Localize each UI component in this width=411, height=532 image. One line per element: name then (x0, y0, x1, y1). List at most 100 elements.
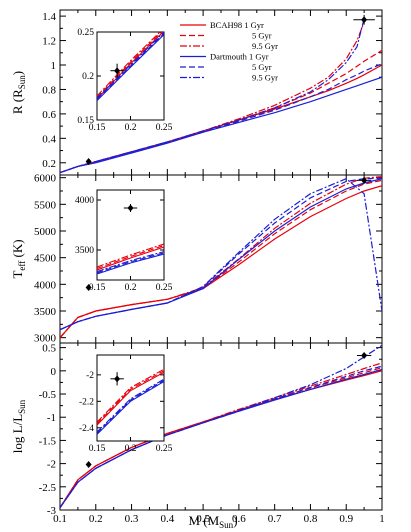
inset-red-line (97, 32, 161, 97)
x-tick-label: 0.9 (339, 513, 353, 525)
inset-observation-point (127, 204, 134, 212)
inset-red-line (97, 32, 163, 98)
observation-point (85, 461, 92, 469)
inset-frame (96, 31, 165, 121)
y-tick-label: -2 (47, 459, 56, 471)
inset-red-line (97, 246, 164, 271)
x-tick-label: 0.5 (196, 513, 210, 525)
x-tick-label: 0.8 (304, 513, 318, 525)
y-axis-title-radius: R (RSun) (10, 71, 27, 114)
series-line-dartmouth-5-gyr (60, 63, 382, 174)
y-tick-label: -0.5 (39, 389, 57, 401)
y-tick-label: 4500 (34, 253, 57, 265)
series-line-bcah98-5-gyr (60, 367, 382, 509)
observation-point (85, 158, 92, 166)
x-tick-label: 0.6 (232, 513, 246, 525)
y-tick-label: 0 (51, 366, 57, 378)
observation-point (361, 16, 368, 24)
y-axis-title-end: (K) (10, 239, 25, 260)
y-tick-label: 5500 (34, 199, 57, 211)
inset-y-tick-label: -2 (86, 371, 94, 381)
y-tick-label: 0.8 (42, 84, 56, 96)
y-axis-title-subscript: eff (17, 261, 27, 271)
legend-label-4: 5 Gyr (252, 62, 272, 72)
y-tick-label: 6000 (34, 173, 57, 185)
inset-frame (96, 354, 165, 442)
inset-x-tick-label: 0.15 (89, 123, 106, 133)
legend-label-2: 9.5 Gyr (252, 41, 278, 51)
inset-y-tick-label: 0.25 (77, 28, 94, 38)
inset-observation-point (114, 67, 121, 75)
y-tick-label: 4000 (34, 279, 57, 291)
y-tick-label: 3500 (34, 306, 57, 318)
inset-red-line (97, 370, 164, 424)
y-axis-title-subscript: Sun (17, 399, 27, 414)
x-tick-label: 0.3 (125, 513, 139, 525)
inset-blue-line (97, 34, 164, 101)
y-tick-label: -1 (47, 412, 56, 424)
y-tick-label: -3 (47, 505, 57, 517)
series-line-dartmouth-9-5-gyr (60, 18, 365, 174)
x-tick-label: 0.2 (89, 513, 103, 525)
y-axis-title-end: ) (10, 71, 25, 75)
series-line-dartmouth-1-gyr (60, 76, 382, 174)
panels-group: 0.20.40.60.811.21.4R (RSun)0.15 0.2 0.250.… (10, 9, 385, 525)
inset-y-tick-label: 0.15 (77, 116, 94, 126)
x-tick-label: 0.4 (160, 513, 174, 525)
inset-blue-line (97, 33, 164, 100)
inset-y-tick-label: -2.2 (79, 397, 94, 407)
inset-blue-line (97, 251, 164, 273)
inset-x-tick-label: 0.15 (89, 283, 106, 293)
y-axis-title-main: T (10, 271, 25, 279)
observation-point (85, 284, 92, 292)
observation-point (361, 352, 368, 360)
y-tick-label: 1.4 (42, 11, 56, 23)
inset-teff: 0.15 0.2 0.25 3500 4000 (75, 189, 173, 293)
x-axis-title: M (MSun) (188, 513, 237, 530)
inset-red-line (97, 368, 164, 423)
inset-y-tick-label: 0.2 (82, 72, 94, 82)
y-tick-label: -1.5 (39, 435, 57, 447)
inset-y-tick-label: -2.4 (79, 424, 94, 434)
inset-blue-line (97, 381, 164, 435)
series-line-dartmouth-9-5-gyr (60, 344, 382, 509)
inset-blue-line (97, 379, 164, 434)
inset-y-tick-label: 4000 (75, 196, 94, 206)
legend-label-3: Dartmouth 1 Gyr (210, 52, 269, 62)
inset-red-line (97, 244, 164, 270)
inset-x-tick-label: 0.25 (156, 283, 173, 293)
y-tick-label: 0.2 (42, 158, 56, 170)
panel-teff: 3000 3500 4000 4500 5000 5500 6000 Teff (K) 0.15… (10, 173, 383, 345)
series-line-bcah98-9-5-gyr (60, 21, 365, 174)
series-line-dartmouth-5-gyr (60, 177, 382, 331)
inset-x-tick-label: 0.25 (156, 444, 173, 454)
inset-x-tick-label: 0.25 (156, 123, 173, 133)
inset-red-line (97, 243, 164, 268)
inset-x-tick-label: 0.2 (125, 123, 137, 133)
y-tick-label: 0.4 (42, 133, 56, 145)
inset-x-tick-label: 0.2 (125, 283, 137, 293)
inset-radius: 0.15 0.2 0.25 0.15 0.2 0.25 (77, 28, 172, 133)
inset-y-tick-label: 3500 (75, 246, 94, 256)
inset-x-tick-label: 0.15 (89, 444, 106, 454)
panel-luminosity: -3 -2.5 -2 -1.5 -1 -0.5 0 0.5 0.1 0.2 0.3 0.4 0.5 0.6… (10, 342, 385, 525)
y-tick-label: 3000 (34, 333, 57, 345)
observation-point (361, 176, 368, 184)
series-line-dartmouth-5-gyr (60, 365, 382, 509)
inset-blue-line (97, 253, 164, 275)
legend-label-0: BCAH98 1 Gyr (210, 20, 264, 30)
x-tick-label: 0.1 (53, 513, 67, 525)
inset-blue-line (97, 378, 164, 433)
series-line-bcah98-9-5-gyr (60, 176, 382, 339)
y-tick-label: 0.5 (42, 343, 56, 355)
series-line-dartmouth-9-5-gyr (60, 178, 382, 331)
y-axis-title-subscript: Sun (17, 75, 27, 90)
y-tick-label: -2.5 (39, 482, 57, 494)
inset-x-tick-label: 0.2 (125, 444, 137, 454)
y-axis-title-luminosity: log L/LSun (10, 399, 27, 453)
y-tick-label: 0.6 (42, 109, 56, 121)
inset-blue-line (97, 252, 164, 274)
legend-label-1: 5 Gyr (252, 31, 272, 41)
